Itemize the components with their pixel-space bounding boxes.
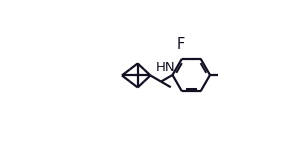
Text: HN: HN	[156, 61, 176, 74]
Text: F: F	[177, 38, 185, 52]
